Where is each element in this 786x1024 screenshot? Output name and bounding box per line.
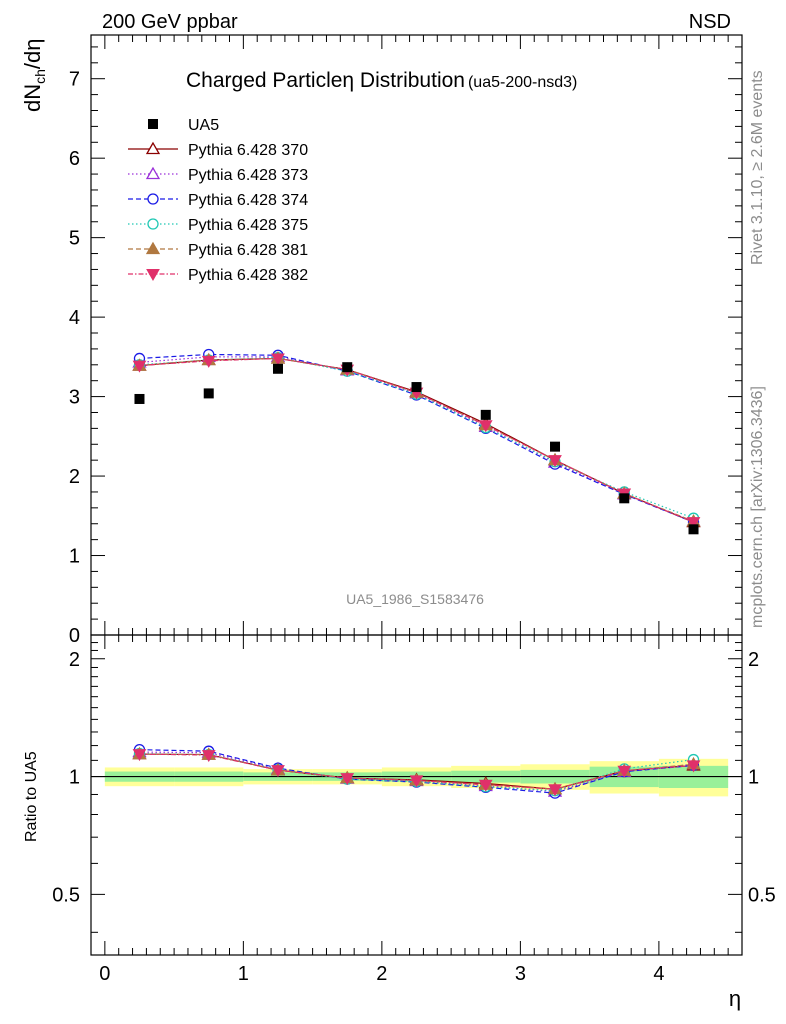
- x-tick-label: 0: [99, 963, 110, 985]
- series-line: [139, 357, 694, 519]
- ratio-point: [409, 775, 424, 788]
- legend-marker: [146, 269, 160, 282]
- y-axis-label-tail: /dη: [20, 38, 45, 69]
- legend-label: Pythia 6.428 375: [188, 217, 308, 234]
- ratio-point: [201, 750, 216, 763]
- ratio-point: [271, 765, 285, 778]
- x-axis-label: η: [729, 986, 741, 1011]
- y-tick-label: 0: [69, 625, 80, 647]
- legend-label: UA5: [188, 117, 219, 134]
- data-point: [134, 393, 145, 404]
- ratio-tick-label-right: 2: [748, 649, 759, 671]
- x-tick-label: 4: [653, 963, 664, 985]
- series-point: [548, 455, 562, 468]
- legend-marker: [145, 141, 161, 155]
- ratio-tick-label-right: 1: [748, 767, 759, 789]
- legend-marker: [147, 193, 159, 205]
- data-point: [342, 362, 353, 373]
- data-point: [550, 441, 561, 452]
- data-point: [411, 382, 422, 393]
- ratio-point: [548, 784, 562, 797]
- watermark: UA5_1986_S1583476: [346, 591, 484, 607]
- ratio-line: [139, 751, 694, 793]
- y-tick-label: 6: [69, 148, 80, 170]
- ratio-tick-label-right: 0.5: [748, 884, 776, 906]
- series-point: [478, 420, 493, 433]
- ratio-tick-label-left: 1: [69, 767, 80, 789]
- y-axis-label-main: dN: [20, 84, 45, 112]
- ratio-point: [617, 765, 632, 778]
- series-line: [139, 353, 694, 523]
- axis-ticks: [91, 35, 742, 955]
- legend: UA5 Pythia 6.428 370 Pythia 6.428 373 Pythi…: [128, 117, 308, 284]
- series-point: [686, 517, 701, 530]
- series-layer: [132, 348, 701, 535]
- series-point: [132, 360, 147, 373]
- data-point: [272, 363, 283, 374]
- y-axis-label-sub: ch: [32, 69, 48, 84]
- series-point: [271, 353, 285, 366]
- ratio-y-axis-label: Ratio to UA5: [23, 751, 40, 842]
- ratio-point: [340, 773, 355, 786]
- ratio-layer: [132, 743, 701, 799]
- ratio-point: [478, 779, 493, 792]
- series-line: [139, 357, 694, 523]
- ratio-panel-frame: [90, 634, 743, 956]
- chart-subtitle: (ua5-200-nsd3): [468, 74, 577, 91]
- ratio-line: [139, 753, 694, 790]
- series-line: [139, 356, 694, 522]
- legend-marker: [145, 166, 161, 180]
- x-tick-label: 3: [515, 963, 526, 985]
- chart-title-main: Charged Particleη Distribution: [186, 69, 465, 92]
- data-point: [619, 493, 630, 504]
- data-point: [480, 409, 491, 420]
- series-point: [201, 355, 216, 368]
- header-left: 200 GeV ppbar: [102, 11, 238, 33]
- legend-label: Pythia 6.428 373: [188, 167, 308, 184]
- y-tick-label: 2: [69, 466, 80, 488]
- ratio-point: [686, 760, 701, 773]
- tick-labels: 0 1 2 3 4 0 1 2 3 4 5 6 7 0.5 0.5 1 1 2 2: [52, 69, 776, 985]
- ratio-point: [132, 749, 147, 762]
- y-axis-label: dNch/dη: [20, 38, 48, 112]
- data-point: [203, 388, 214, 399]
- legend-label: Pythia 6.428 382: [188, 267, 308, 284]
- x-tick-label: 2: [376, 963, 387, 985]
- chart-title: Charged Particleη Distribution (ua5-200-n…: [186, 69, 577, 92]
- legend-marker: [147, 218, 159, 230]
- y-tick-label: 1: [69, 546, 80, 568]
- x-tick-label: 1: [238, 963, 249, 985]
- legend-label: Pythia 6.428 374: [188, 192, 308, 209]
- ratio-tick-label-left: 0.5: [52, 884, 80, 906]
- y-tick-label: 4: [69, 307, 80, 329]
- rivet-label: Rivet 3.1.10, ≥ 2.6M events: [749, 70, 766, 265]
- legend-marker: [148, 119, 158, 129]
- y-tick-label: 3: [69, 387, 80, 409]
- ratio-tick-label-left: 2: [69, 649, 80, 671]
- y-tick-label: 7: [69, 69, 80, 91]
- legend-label: Pythia 6.428 370: [188, 142, 308, 159]
- y-tick-label: 5: [69, 228, 80, 250]
- header-right: NSD: [689, 11, 731, 33]
- legend-label: Pythia 6.428 381: [188, 242, 308, 259]
- data-point: [688, 524, 699, 535]
- mcplots-label: mcplots.cern.ch [arXiv:1306.3436]: [749, 386, 766, 628]
- legend-marker: [145, 241, 161, 255]
